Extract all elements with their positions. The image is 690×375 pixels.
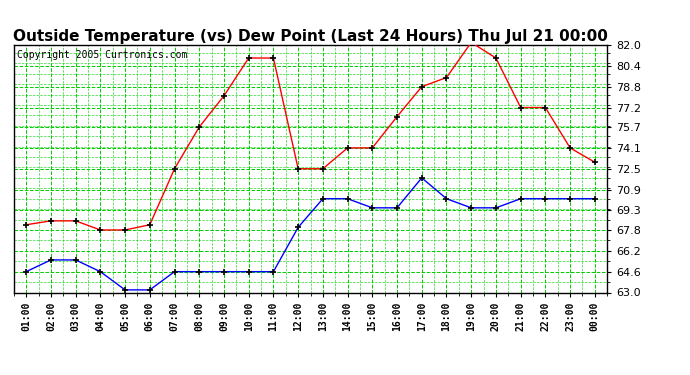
Title: Outside Temperature (vs) Dew Point (Last 24 Hours) Thu Jul 21 00:00: Outside Temperature (vs) Dew Point (Last…: [13, 29, 608, 44]
Text: Copyright 2005 Curtronics.com: Copyright 2005 Curtronics.com: [17, 50, 187, 60]
